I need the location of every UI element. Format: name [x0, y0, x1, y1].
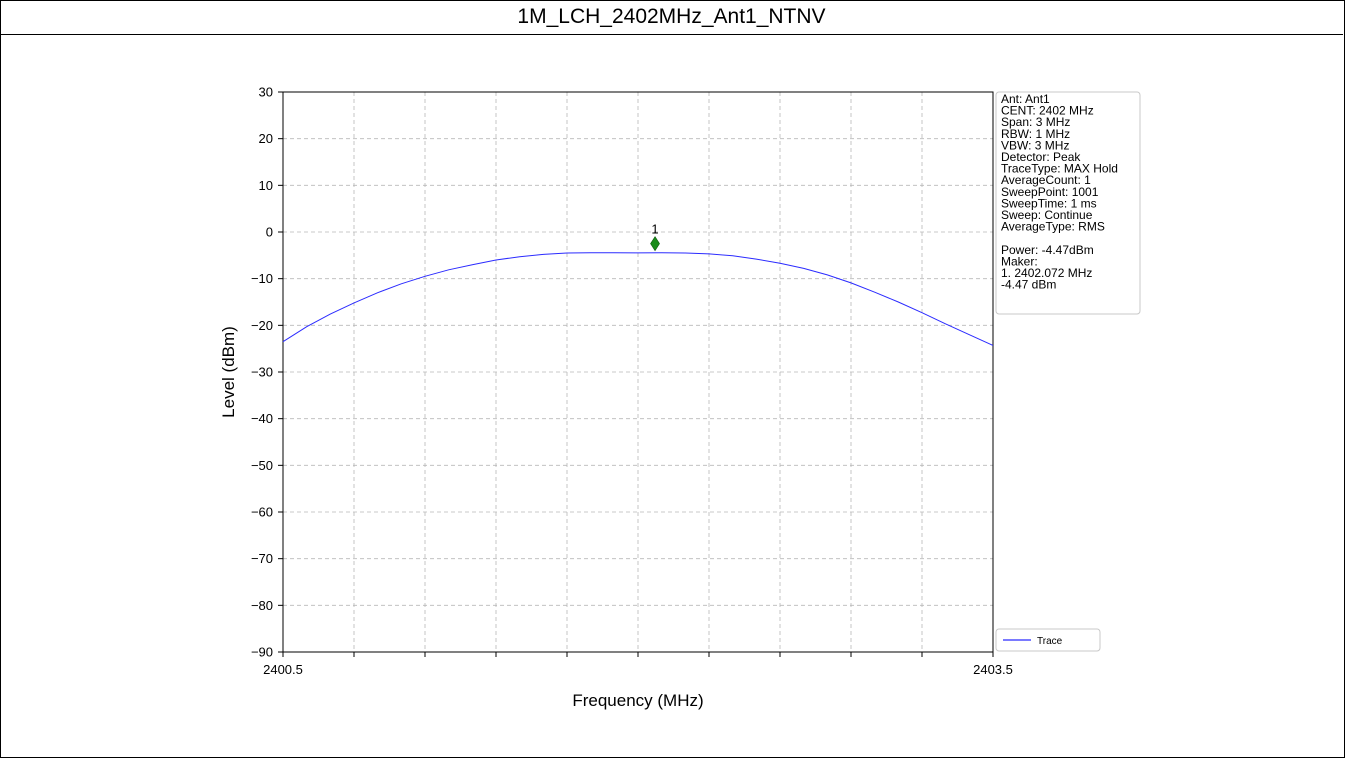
- legend-label: Trace: [1037, 636, 1063, 647]
- series-line-trace: [282, 252, 994, 346]
- info-line: Maker:: [1001, 254, 1038, 268]
- x-axis-label: Frequency (MHz): [572, 691, 703, 710]
- y-tick-label: 10: [259, 178, 273, 193]
- info-line: Detector: Peak: [1001, 150, 1081, 164]
- info-line: VBW: 3 MHz: [1001, 138, 1069, 152]
- y-tick-label: 0: [266, 225, 273, 240]
- info-line: TraceType: MAX Hold: [1001, 162, 1118, 176]
- y-tick-label: 20: [259, 131, 273, 146]
- y-tick-label: −80: [251, 598, 273, 613]
- y-tick-label: −10: [251, 271, 273, 286]
- plot-area: [282, 91, 994, 653]
- series-layer: [282, 252, 994, 346]
- info-box-frame: [995, 91, 1141, 315]
- chart-title: 1M_LCH_2402MHz_Ant1_NTNV: [0, 0, 1343, 35]
- y-axis-label: Level (dBm): [219, 326, 238, 418]
- y-tick-label: 30: [259, 85, 273, 100]
- y-tick-label: −30: [251, 365, 273, 380]
- info-line: -4.47 dBm: [1001, 278, 1056, 292]
- y-tick-label: −20: [251, 318, 273, 333]
- y-tick-label: −60: [251, 505, 273, 520]
- legend-frame: [995, 628, 1101, 652]
- info-line: Sweep: Continue: [1001, 208, 1093, 222]
- info-line: AverageType: RMS: [1001, 220, 1105, 234]
- x-tick-label: 2400.5: [263, 662, 303, 677]
- y-tick-label: −40: [251, 411, 273, 426]
- info-line: Span: 3 MHz: [1001, 115, 1070, 129]
- y-tick-label: −50: [251, 458, 273, 473]
- y-tick-label: −70: [251, 551, 273, 566]
- marker-layer: 1: [650, 222, 660, 252]
- info-line: RBW: 1 MHz: [1001, 127, 1070, 141]
- info-line: AverageCount: 1: [1001, 173, 1091, 187]
- info-line: Power: -4.47dBm: [1001, 243, 1094, 257]
- info-line: CENT: 2402 MHz: [1001, 104, 1094, 118]
- info-line: SweepTime: 1 ms: [1001, 196, 1097, 210]
- x-tick-label: 2403.5: [973, 662, 1013, 677]
- marker-1-label: 1: [651, 222, 658, 237]
- marker-1-diamond: [650, 236, 660, 252]
- info-line: 1. 2402.072 MHz: [1001, 266, 1092, 280]
- y-tick-label: −90: [251, 645, 273, 660]
- info-line: SweepPoint: 1001: [1001, 185, 1099, 199]
- info-line: Ant: Ant1: [1001, 92, 1050, 106]
- legend: Trace: [995, 628, 1101, 652]
- grid-lines: [283, 91, 993, 653]
- axis-ticks: 30 20 10 0 −10 −20 −30 −40 −50 −60 −70 −80 −90 2400.5…: [251, 85, 1013, 678]
